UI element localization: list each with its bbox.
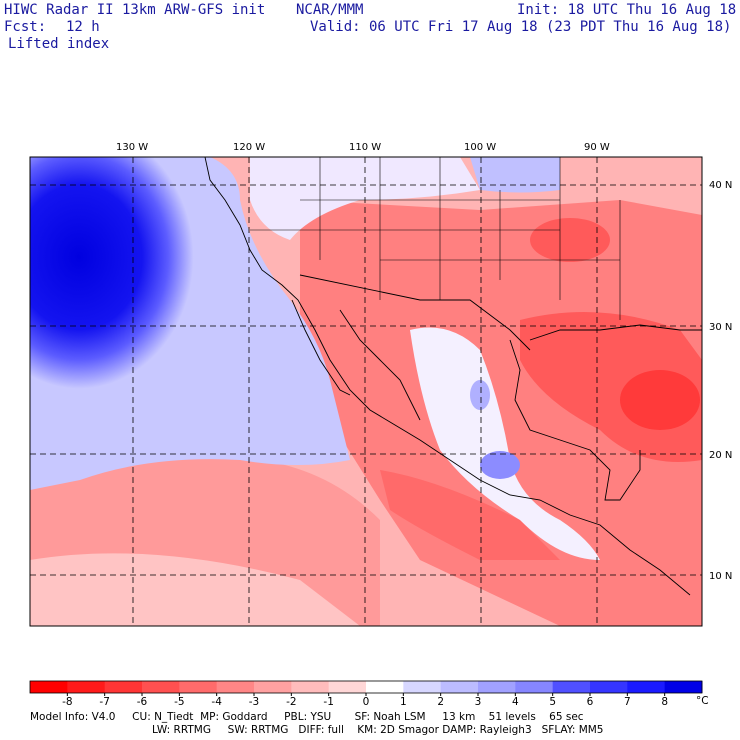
colorbar-swatch: [328, 681, 367, 693]
colorbar-tick-label: 6: [587, 696, 594, 708]
colorbar-tick-label: 4: [512, 696, 519, 708]
colorbar-tick-label: 8: [661, 696, 668, 708]
gulf-coast-mexico: [509, 339, 641, 501]
field-neutral-mexico: [410, 327, 600, 560]
model-info-line-1: Model Info: V4.0 CU: N_Tiedt MP: Goddard…: [30, 711, 584, 723]
colorbar-swatch: [403, 681, 442, 693]
field-red-plains: [530, 218, 610, 262]
field-pink-pacific: [30, 553, 360, 626]
colorbar-tick-label: 2: [437, 696, 444, 708]
map-field: [30, 157, 702, 626]
field-blue-dakotas: [470, 157, 560, 193]
lon-label: 90 W: [584, 142, 610, 153]
field-red-core: [620, 370, 700, 430]
colorbar-tick-label: -7: [99, 696, 109, 708]
colorbar-swatch: [552, 681, 591, 693]
colorbar-tick-label: -5: [174, 696, 184, 708]
lon-label: 110 W: [349, 142, 381, 153]
lat-label: 30 N: [709, 322, 732, 333]
colorbar-tick-label: -4: [211, 696, 222, 708]
colorbar-tick-label: 5: [549, 696, 556, 708]
lon-label: 100 W: [464, 142, 496, 153]
field-red-pacific-coast: [380, 470, 560, 560]
colorbar-swatch: [179, 681, 218, 693]
lat-label: 20 N: [709, 450, 732, 461]
colorbar-swatch: [142, 681, 180, 693]
field-blue-pacific: [30, 157, 303, 470]
colorbar-swatch: [366, 681, 404, 693]
colorbar-ticks: -8 -7 -6 -5 -4 -3 -2 -1 0 1 2 3 4 5 6 7 8: [62, 693, 668, 708]
colorbar-swatch: [478, 681, 516, 693]
colorbar-tick-label: 0: [363, 696, 370, 708]
colorbar-tick-label: -6: [137, 696, 148, 708]
colorbar-unit: °C: [696, 695, 709, 707]
colorbar-swatch: [67, 681, 106, 693]
lat-lon-grid: [30, 157, 702, 626]
field-blue-mexico: [480, 451, 520, 479]
colorbar-swatch: [440, 681, 479, 693]
colorbar-tick-label: 3: [475, 696, 482, 708]
geography-lines: [204, 157, 702, 596]
field-blue-plateau: [470, 380, 490, 410]
colorbar-tick-label: -2: [286, 696, 296, 708]
colorbar-swatch: [30, 681, 68, 693]
colorbar-tick-label: 7: [624, 696, 631, 708]
field-red-land: [300, 200, 702, 626]
lon-label: 130 W: [116, 142, 148, 153]
pacific-coastline: [204, 157, 691, 596]
forecast-hour: 12 h: [66, 19, 100, 35]
colorbar-swatch: [254, 681, 292, 693]
model-info-line-2: LW: RRTMG SW: RRTMG DIFF: full KM: 2D Sm…: [152, 724, 604, 736]
colorbar-swatch: [664, 681, 703, 693]
colorbar-tick-label: -1: [323, 696, 333, 708]
lat-label: 10 N: [709, 571, 732, 582]
colorbar-swatch: [216, 681, 255, 693]
colorbar-tick-label: -3: [249, 696, 259, 708]
colorbar-swatch: [515, 681, 554, 693]
colorbar-swatch: [627, 681, 666, 693]
valid-time: Valid: 06 UTC Fri 17 Aug 18 (23 PDT Thu …: [310, 19, 732, 35]
colorbar-swatch: [104, 681, 143, 693]
forecast-label: Fcst:: [4, 19, 47, 35]
colorbar-swatch: [590, 681, 628, 693]
init-time: Init: 18 UTC Thu 16 Aug 18: [517, 2, 737, 18]
colorbar-tick-label: -8: [62, 696, 72, 708]
map-frame: [29, 156, 703, 627]
lon-label: 120 W: [233, 142, 265, 153]
org-label: NCAR/MMM: [296, 2, 364, 18]
field-name: Lifted index: [8, 36, 110, 52]
colorbar-tick-label: 1: [400, 696, 407, 708]
baja-california: [291, 299, 351, 396]
colorbar-swatch: [291, 681, 330, 693]
model-title: HIWC Radar II 13km ARW-GFS init: [4, 2, 266, 18]
colorbar: [29, 680, 703, 694]
lat-label: 40 N: [709, 180, 732, 191]
us-gulf-coast: [529, 324, 702, 341]
gulf-of-california: [339, 309, 421, 421]
state-borders: [250, 157, 621, 320]
